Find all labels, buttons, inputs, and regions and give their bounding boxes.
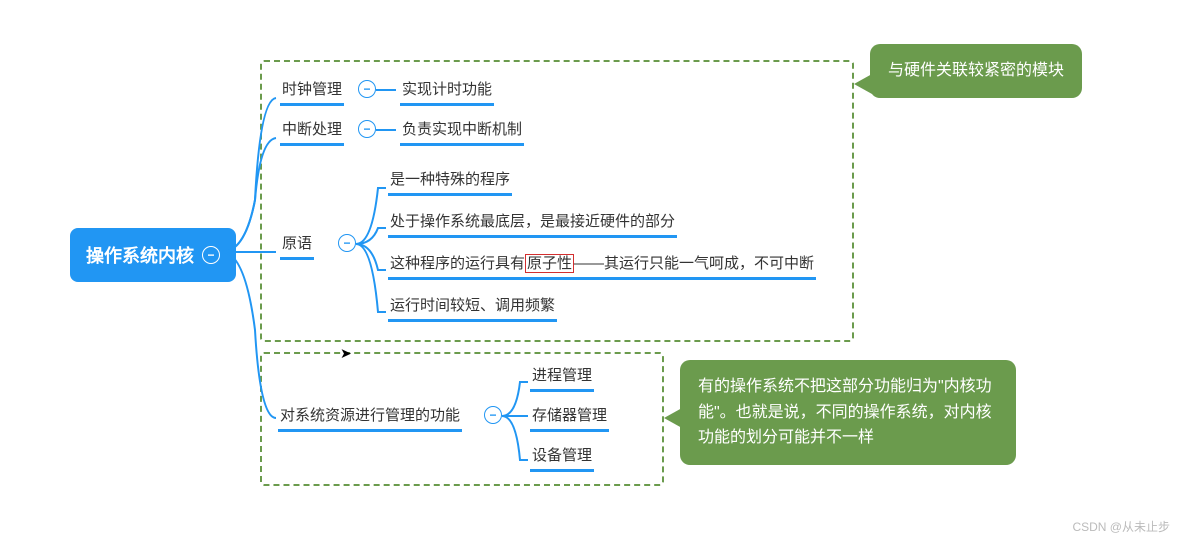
node-clock[interactable]: 时钟管理 <box>280 78 344 106</box>
node-primitive-label: 原语 <box>282 235 312 252</box>
node-primitive-c4-label: 运行时间较短、调用频繁 <box>390 297 555 314</box>
node-interrupt-child[interactable]: 负责实现中断机制 <box>400 118 524 146</box>
node-interrupt-label: 中断处理 <box>282 121 342 138</box>
callout-resource: 有的操作系统不把这部分功能归为"内核功能"。也就是说，不同的操作系统，对内核功能… <box>680 360 1016 465</box>
root-label: 操作系统内核 <box>86 242 194 268</box>
node-primitive-c3-pre: 这种程序的运行具有 <box>390 255 525 272</box>
highlight-atomic-text: 原子性 <box>527 255 572 272</box>
collapse-icon[interactable]: − <box>338 234 356 252</box>
node-primitive-c2[interactable]: 处于操作系统最底层，是最接近硬件的部分 <box>388 210 677 238</box>
node-primitive-c2-label: 处于操作系统最底层，是最接近硬件的部分 <box>390 213 675 230</box>
node-clock-child[interactable]: 实现计时功能 <box>400 78 494 106</box>
node-primitive[interactable]: 原语 <box>280 232 314 260</box>
callout-tail-icon <box>854 74 872 94</box>
callout-resource-text: 有的操作系统不把这部分功能归为"内核功能"。也就是说，不同的操作系统，对内核功能… <box>698 378 992 446</box>
cursor-icon: ➤ <box>340 345 352 362</box>
node-clock-label: 时钟管理 <box>282 81 342 98</box>
node-storage-mgmt[interactable]: 存储器管理 <box>530 404 609 432</box>
node-process-mgmt[interactable]: 进程管理 <box>530 364 594 392</box>
node-clock-child-label: 实现计时功能 <box>402 81 492 98</box>
callout-tail-icon <box>664 408 682 428</box>
node-primitive-c4[interactable]: 运行时间较短、调用频繁 <box>388 294 557 322</box>
collapse-icon[interactable]: − <box>202 246 220 264</box>
node-primitive-c3[interactable]: 这种程序的运行具有原子性——其运行只能一气呵成，不可中断 <box>388 252 816 280</box>
callout-hardware-text: 与硬件关联较紧密的模块 <box>888 62 1064 79</box>
node-resource-mgmt-label: 对系统资源进行管理的功能 <box>280 407 460 424</box>
node-primitive-c3-post: ——其运行只能一气呵成，不可中断 <box>574 255 814 272</box>
node-storage-mgmt-label: 存储器管理 <box>532 407 607 424</box>
node-primitive-c1-label: 是一种特殊的程序 <box>390 171 510 188</box>
highlight-atomic: 原子性 <box>525 254 574 273</box>
collapse-icon[interactable]: − <box>484 406 502 424</box>
root-node[interactable]: 操作系统内核 − <box>70 228 236 282</box>
watermark-text: CSDN @从未止步 <box>1072 520 1170 534</box>
node-primitive-c1[interactable]: 是一种特殊的程序 <box>388 168 512 196</box>
node-resource-mgmt[interactable]: 对系统资源进行管理的功能 <box>278 404 462 432</box>
node-process-mgmt-label: 进程管理 <box>532 367 592 384</box>
collapse-icon[interactable]: − <box>358 80 376 98</box>
node-device-mgmt[interactable]: 设备管理 <box>530 444 594 472</box>
watermark: CSDN @从未止步 <box>1072 518 1170 535</box>
collapse-icon[interactable]: − <box>358 120 376 138</box>
node-interrupt-child-label: 负责实现中断机制 <box>402 121 522 138</box>
node-device-mgmt-label: 设备管理 <box>532 447 592 464</box>
callout-hardware: 与硬件关联较紧密的模块 <box>870 44 1082 98</box>
node-interrupt[interactable]: 中断处理 <box>280 118 344 146</box>
